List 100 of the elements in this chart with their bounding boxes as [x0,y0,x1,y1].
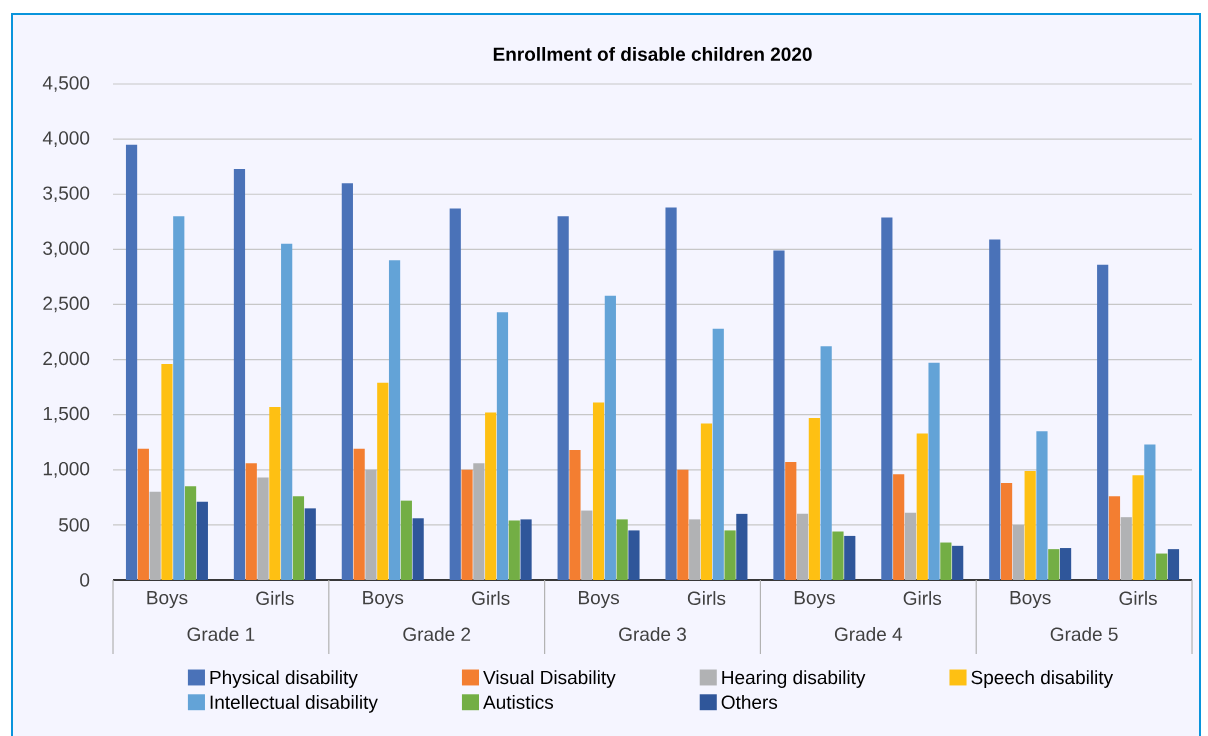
bar [184,486,197,580]
bar [292,496,305,580]
bar [569,449,581,580]
x-tick-label: Girls [903,591,942,606]
legend-label: Hearing disability [722,670,866,688]
bar [161,363,173,580]
y-tick-label: 4,500 [42,76,90,92]
bar [173,216,185,580]
bar [125,144,138,580]
y-tick-label: 3,500 [43,186,90,203]
bar [400,500,412,580]
x-tick-label: Girls [472,591,510,606]
text: Grade 2 [403,627,471,641]
bar [700,423,713,580]
bar [412,518,424,580]
bar [581,510,593,580]
bar [508,520,520,580]
legend-label: Intellectual disability [210,695,378,713]
bar [520,519,532,580]
legend-label: Speech disability [971,670,1114,688]
bar [473,463,485,580]
bar [149,491,161,580]
x-tick-label: Girls [256,591,294,606]
bar [449,208,461,580]
bar [1048,549,1060,580]
bar [832,531,844,580]
bar [269,406,281,580]
bar [592,402,605,580]
x-tick-label: Boys [794,591,835,609]
y-tick-label: 1,500 [43,406,90,423]
bar [257,477,269,580]
bar [377,382,389,580]
y-tick-label: 3,000 [43,241,90,258]
chart-title: Enrollment of disable children 2020 [493,46,812,61]
y-tick-label: 2,500 [43,296,90,313]
y-tick-label: 4,000 [42,131,90,147]
x-tick-label: Boys [363,591,404,609]
bar [712,328,724,580]
bar [485,412,497,580]
bar [1012,524,1024,580]
bar [808,417,820,580]
bar [604,295,616,580]
text: Grade 5 [1050,627,1118,641]
bar [1167,549,1180,580]
x-tick-label: Girls [687,591,726,606]
bar [1059,548,1072,580]
bar [916,433,928,580]
bar [304,508,316,580]
text: Grade 1 [187,627,255,641]
bar [893,474,905,580]
legend-label: Others [721,695,778,709]
bar [196,501,208,580]
x-tick-label: Boys [1010,591,1051,609]
bar [616,519,628,580]
x-tick-label: Boys [147,591,188,609]
text: Grade 3 [619,627,686,641]
bar [881,217,893,580]
bar [1108,496,1121,580]
bar [785,462,797,580]
bar [928,362,940,580]
bar [341,183,353,580]
legend-label: Autistics [483,695,554,709]
bar [736,513,748,580]
bar [137,448,149,580]
bar [1097,264,1109,580]
bar [245,463,257,580]
bar [1132,475,1144,580]
bar [773,250,785,580]
legend-label: Visual Disability [483,670,616,688]
x-tick-label: Boys [579,591,619,609]
bar [1156,553,1168,580]
bar [1144,444,1156,580]
bar [820,346,832,580]
bar [989,239,1001,580]
bar [1000,483,1013,580]
y-tick-label: 2,000 [43,351,90,368]
y-tick-label: 0 [80,573,90,587]
x-tick-label: Girls [1119,591,1157,606]
bar [628,530,640,580]
text: Grade 4 [834,627,903,641]
bar [1120,517,1132,580]
bar [689,519,701,580]
bar [496,312,509,580]
bar [677,469,689,580]
y-tick-label: 500 [59,518,90,532]
bar [1024,470,1036,580]
bar [940,542,952,580]
bar [281,243,293,580]
bar [1036,431,1048,580]
bar [353,448,365,580]
bar [796,513,809,580]
bar [952,545,964,580]
y-tick-label: 1,000 [43,461,90,478]
bar [844,535,856,580]
bar [557,216,569,580]
bar [365,469,377,580]
bar [233,168,246,580]
bar [461,469,473,580]
bar [388,260,401,580]
bar [724,530,736,580]
